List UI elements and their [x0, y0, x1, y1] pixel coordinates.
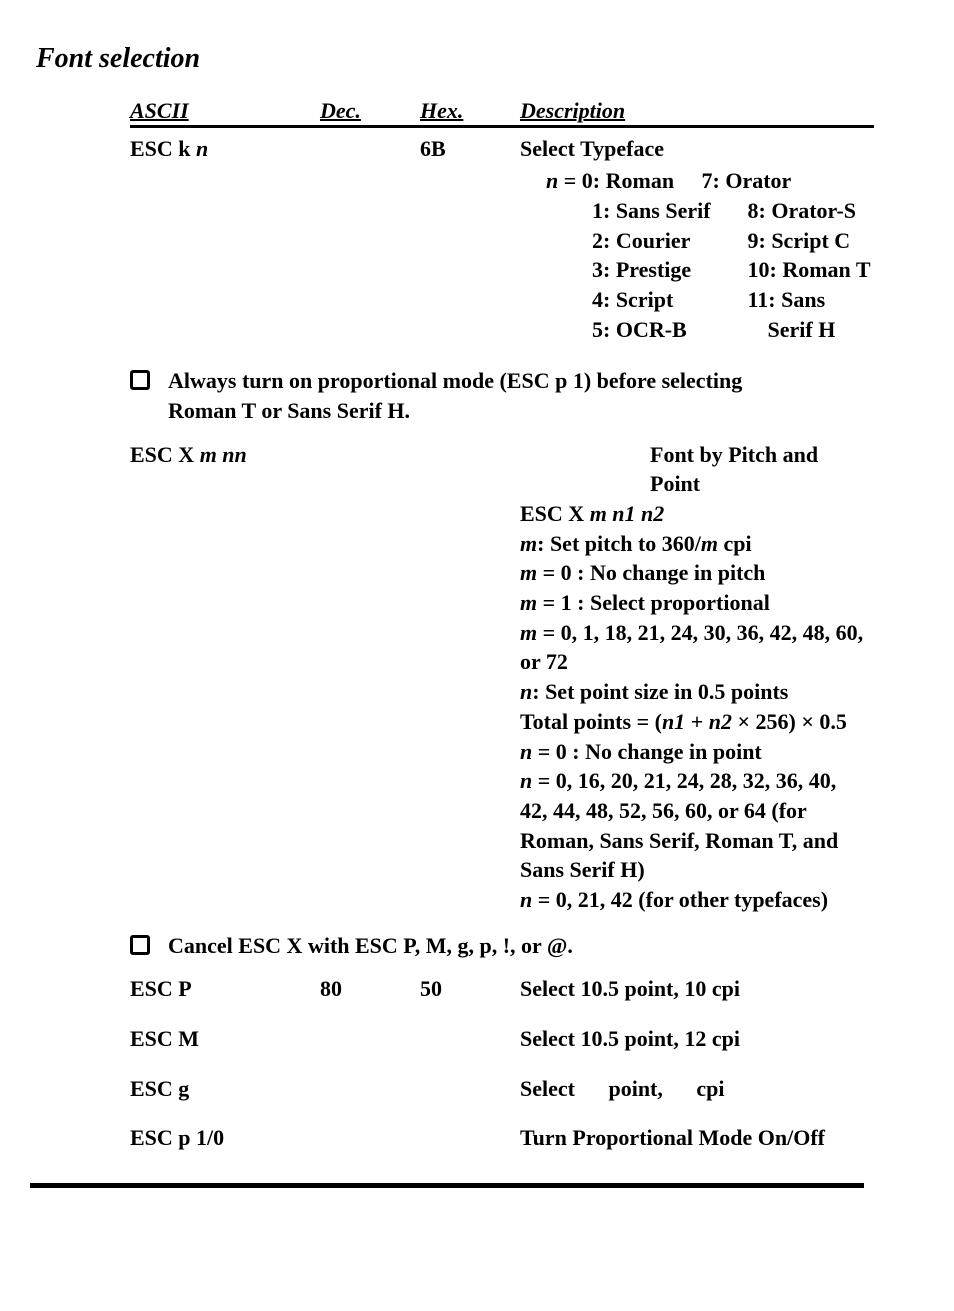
tf-b1: 8: Orator-S	[748, 196, 857, 226]
note-proportional: Always turn on proportional mode (ESC p …	[130, 366, 874, 425]
desc-title: Select Typeface	[520, 134, 874, 164]
ascii-cell: ESC P	[130, 974, 320, 1004]
tf-b5: Serif H	[748, 315, 836, 345]
ascii-plain: ESC k	[130, 136, 196, 161]
tf-a3: 3: Prestige	[592, 255, 742, 285]
tf-b3: 10: Roman T	[748, 255, 871, 285]
command-row-esc-p-lower: ESC p 1/0 Turn Proportional Mode On/Off	[130, 1123, 874, 1153]
bullet-icon	[130, 370, 150, 390]
command-row-esc-g: ESC g Select point, cpi	[130, 1074, 874, 1104]
tf-b0: 7: Orator	[702, 166, 792, 196]
header-dec: Dec.	[320, 96, 420, 126]
tf-a0: 0: Roman	[582, 168, 674, 193]
desc-cell: Font by Pitch and Point ESC X m n1 n2m: …	[520, 440, 874, 915]
desc-cell: Select point, cpi	[520, 1074, 874, 1104]
command-row-esc-p-upper: ESC P 80 50 Select 10.5 point, 10 cpi	[130, 974, 874, 1004]
hex-cell: 50	[420, 974, 520, 1004]
desc-line: m: Set pitch to 360/m cpi	[520, 529, 864, 559]
typeface-list: n = 0: Roman 7: Orator 1: Sans Serif 8: …	[546, 166, 874, 344]
tf-a1: 1: Sans Serif	[592, 196, 742, 226]
ascii-plain: ESC X	[130, 442, 200, 467]
tf-b2: 9: Script C	[748, 226, 851, 256]
tf-prefix-rest: =	[558, 168, 582, 193]
desc-line: ESC X m n1 n2	[520, 499, 864, 529]
ascii-cell: ESC M	[130, 1024, 320, 1054]
content-block: ASCII Dec. Hex. Description ESC k n 6B S…	[130, 96, 874, 1153]
header-ascii: ASCII	[130, 96, 320, 126]
desc-line: m = 0 : No change in pitch	[520, 558, 864, 588]
note-text: Cancel ESC X with ESC P, M, g, p, !, or …	[168, 931, 874, 961]
desc-line: n = 0 : No change in point	[520, 737, 864, 767]
header-hex: Hex.	[420, 96, 520, 126]
command-row-esc-k: ESC k n 6B Select Typeface n = 0: Roman …	[130, 134, 874, 344]
ascii-cell: ESC g	[130, 1074, 320, 1104]
footer-rule	[30, 1183, 864, 1188]
desc-cell: Select Typeface n = 0: Roman 7: Orator 1…	[520, 134, 874, 344]
ascii-cell: ESC X m nn	[130, 440, 320, 470]
command-row-esc-m: ESC M Select 10.5 point, 12 cpi	[130, 1024, 874, 1054]
note-cancel: Cancel ESC X with ESC P, M, g, p, !, or …	[130, 931, 874, 961]
desc-title: Font by Pitch and Point	[520, 440, 864, 499]
ascii-cell: ESC p 1/0	[130, 1123, 420, 1153]
note-text: Always turn on proportional mode (ESC p …	[168, 366, 874, 425]
header-desc: Description	[520, 96, 874, 126]
ascii-ital: n	[196, 136, 208, 161]
desc-line: n = 0, 16, 20, 21, 24, 28, 32, 36, 40, 4…	[520, 766, 864, 885]
column-headers: ASCII Dec. Hex. Description	[130, 96, 874, 129]
section-title: Font selection	[36, 40, 924, 78]
tf-a5: 5: OCR-B	[592, 315, 742, 345]
command-row-esc-x: ESC X m nn Font by Pitch and Point ESC X…	[130, 440, 874, 915]
desc-line: n = 0, 21, 42 (for other typefaces)	[520, 885, 864, 915]
tf-a4: 4: Script	[592, 285, 742, 315]
bullet-icon	[130, 935, 150, 955]
ascii-cell: ESC k n	[130, 134, 320, 164]
hex-cell: 6B	[420, 134, 520, 164]
tf-b4: 11: Sans	[748, 285, 826, 315]
desc-cell: Turn Proportional Mode On/Off	[520, 1123, 874, 1153]
tf-a2: 2: Courier	[592, 226, 742, 256]
desc-line: n: Set point size in 0.5 points	[520, 677, 864, 707]
desc-cell: Select 10.5 point, 10 cpi	[520, 974, 874, 1004]
desc-line: m = 0, 1, 18, 21, 24, 30, 36, 42, 48, 60…	[520, 618, 864, 677]
tf-prefix-ital: n	[546, 168, 558, 193]
desc-cell: Select 10.5 point, 12 cpi	[520, 1024, 874, 1054]
desc-line: m = 1 : Select proportional	[520, 588, 864, 618]
desc-line: Total points = (n1 + n2 × 256) × 0.5	[520, 707, 864, 737]
ascii-ital: m nn	[200, 442, 247, 467]
dec-cell: 80	[320, 974, 420, 1004]
